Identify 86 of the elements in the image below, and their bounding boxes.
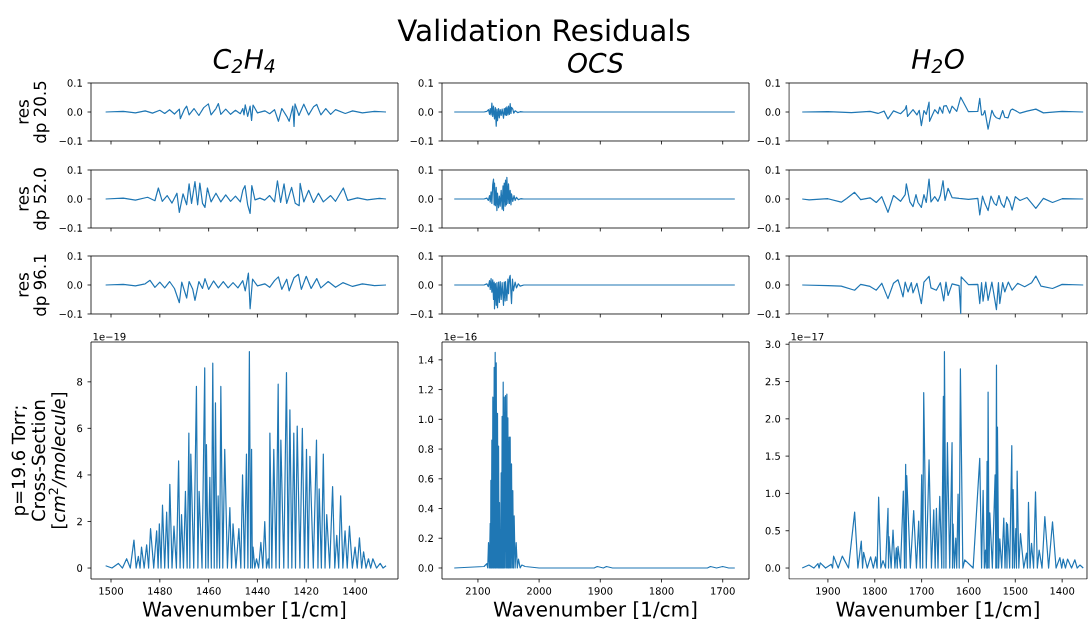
y-tick-label: 0.0 [67, 281, 83, 289]
y-tick-label: 0.0 [418, 195, 434, 203]
chart-subtitle: OCS [568, 52, 624, 73]
x-axis-title: Wavenumber [1/cm] [836, 601, 1039, 619]
y-tick-label: 0.5 [765, 526, 780, 535]
y-tick-label: 0.0 [765, 564, 781, 572]
y-tick-label: 2.0 [765, 415, 781, 423]
y-tick-label: 3.0 [765, 340, 781, 349]
y-axis-title: res dp 96.1 [19, 254, 50, 316]
y-axis-title: res dp 20.5 [19, 81, 50, 143]
x-tick-label: 1480 [148, 587, 172, 595]
y-tick-label: 1.0 [419, 415, 434, 424]
y-tick-label: −0.1 [410, 310, 433, 318]
y-axis-title: res dp 52.0 [19, 168, 50, 230]
y-tick-label: 0.1 [418, 252, 433, 260]
y-tick-label: 0.0 [765, 195, 781, 203]
y-tick-label: 0.0 [67, 108, 83, 116]
x-axis-title: Wavenumber [1/cm] [142, 601, 346, 619]
y-tick-label: 0.0 [765, 108, 781, 116]
y-tick-label: 0.1 [67, 166, 82, 174]
chart-subtitle: C$_{2}$H$_{4}$ [213, 48, 275, 73]
line-series [801, 275, 1084, 314]
x-tick-label: 1400 [343, 587, 368, 595]
x-tick-label: 1800 [649, 587, 674, 595]
x-tick-label: 1800 [863, 587, 887, 595]
y-tick-label: 4 [76, 471, 83, 479]
y-tick-label: 0.1 [418, 166, 433, 174]
line-series [801, 96, 1084, 130]
y-tick-label: 0.0 [418, 108, 434, 116]
y-tick-label: 0.0 [418, 564, 434, 572]
x-tick-label: 1460 [197, 587, 221, 595]
y-tick-label: 0.0 [765, 281, 781, 289]
line-series [105, 350, 387, 569]
line-series [801, 178, 1084, 216]
y-tick-label: 0.8 [418, 445, 434, 453]
text: 1e−19 [93, 332, 126, 341]
y-tick-label: 1.5 [766, 452, 780, 460]
text: 1e−17 [791, 332, 824, 341]
x-tick-label: 2100 [465, 587, 490, 595]
y-tick-label: −0.1 [757, 310, 780, 318]
y-tick-label: 1.0 [766, 489, 781, 498]
x-tick-label: 1900 [588, 587, 613, 595]
y-tick-label: 2 [77, 517, 82, 526]
y-tick-label: −0.1 [59, 310, 82, 318]
y-tick-label: 1.2 [419, 385, 433, 394]
x-tick-label: 1400 [1050, 587, 1075, 595]
line-series [105, 272, 387, 310]
y-tick-label: 6 [77, 424, 83, 433]
text: 1e−16 [444, 332, 477, 341]
text: Validation Residuals [397, 18, 690, 42]
y-tick-label: −0.1 [410, 137, 433, 145]
y-tick-label: −0.1 [59, 224, 82, 232]
x-tick-label: 1500 [1003, 587, 1028, 595]
y-tick-label: 1.4 [419, 356, 434, 364]
y-tick-label: −0.1 [410, 224, 433, 232]
y-tick-label: 0 [77, 564, 83, 572]
y-tick-label: 0.1 [765, 252, 780, 260]
y-tick-label: 8 [77, 378, 83, 386]
line-series [453, 351, 736, 569]
chart-subtitle: H$_{2}$O [911, 48, 964, 73]
x-tick-label: 1600 [956, 587, 981, 595]
x-tick-label: 1700 [909, 587, 934, 595]
y-tick-label: 0.1 [67, 79, 82, 87]
y-tick-label: 0.1 [765, 79, 780, 87]
y-tick-label: −0.1 [757, 137, 780, 145]
line-series [105, 180, 387, 215]
x-tick-label: 1420 [294, 587, 319, 595]
x-tick-label: 1900 [816, 587, 840, 595]
y-tick-label: 0.4 [418, 504, 434, 513]
x-tick-label: 1440 [245, 587, 270, 595]
y-tick-label: 0.1 [67, 252, 82, 260]
x-tick-label: 1500 [99, 587, 124, 595]
y-tick-label: 0.1 [765, 166, 780, 174]
line-series [105, 102, 387, 128]
y-tick-label: 0.2 [418, 534, 433, 543]
x-tick-label: 2000 [527, 587, 552, 595]
line-series [801, 351, 1084, 569]
y-tick-label: 2.5 [765, 377, 780, 386]
y-tick-label: −0.1 [757, 224, 780, 232]
x-tick-label: 1700 [711, 587, 735, 595]
y-tick-label: 0.0 [418, 281, 434, 289]
y-tick-label: 0.1 [418, 79, 433, 87]
y-tick-label: 0.0 [67, 195, 83, 203]
y-tick-label: −0.1 [59, 137, 82, 145]
y-tick-label: 0.6 [418, 475, 434, 483]
x-axis-title: Wavenumber [1/cm] [493, 601, 697, 619]
